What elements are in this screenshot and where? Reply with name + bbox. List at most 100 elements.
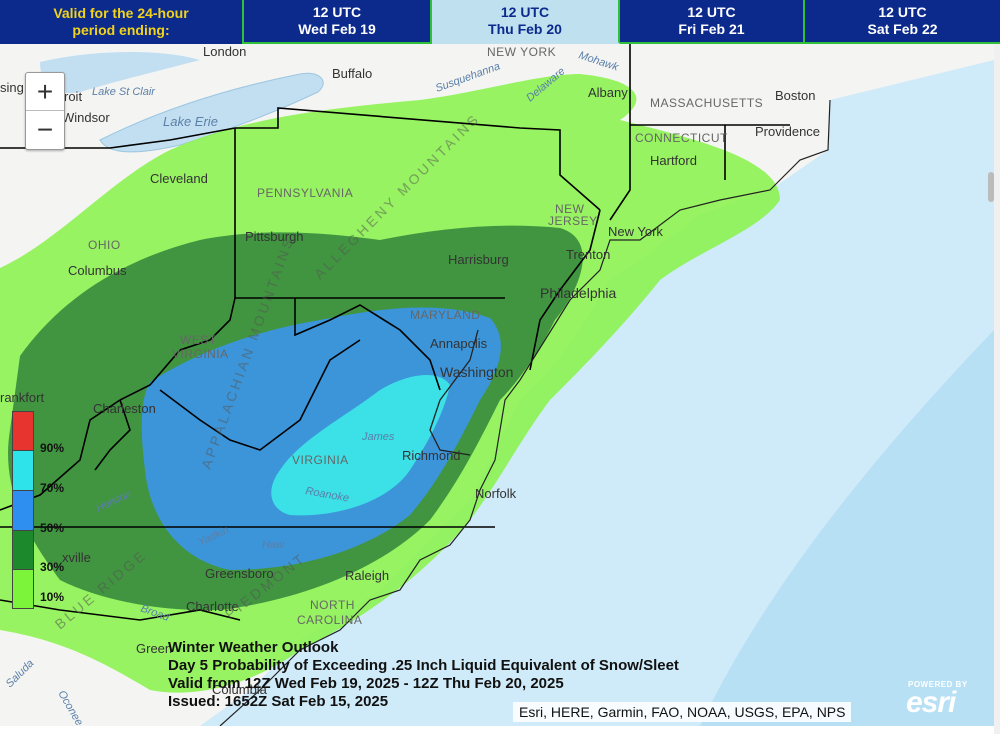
tab-thu-feb-20[interactable]: 12 UTC Thu Feb 20 bbox=[432, 0, 620, 44]
outlook-title: Winter Weather Outlook bbox=[168, 639, 339, 656]
ny-east-border bbox=[609, 44, 631, 221]
nj-border bbox=[529, 209, 601, 371]
period-label: Valid for the 24-hour period ending: bbox=[0, 0, 244, 44]
period-tab-bar: Valid for the 24-hour period ending: 12 … bbox=[0, 0, 1000, 44]
label-north-carolina-1: NORTH bbox=[310, 598, 355, 612]
label-providence: Providence bbox=[755, 124, 820, 139]
label-philadelphia: Philadelphia bbox=[540, 285, 616, 301]
deep-ocean bbox=[700, 330, 994, 726]
page-scrollbar[interactable] bbox=[994, 44, 1000, 734]
label-frankfort: rankfort bbox=[0, 390, 44, 405]
label-charlotte: Charlotte bbox=[186, 599, 239, 614]
outlook-valid-range: Valid from 12Z Wed Feb 19, 2025 - 12Z Th… bbox=[168, 675, 564, 692]
label-lansing: sing bbox=[0, 80, 24, 95]
label-haw: Haw bbox=[262, 539, 285, 551]
pa-north-border bbox=[235, 107, 601, 211]
tab-date: Sat Feb 22 bbox=[867, 21, 938, 37]
prob-70-area bbox=[271, 374, 450, 516]
outlook-description: Day 5 Probability of Exceeding .25 Inch … bbox=[168, 657, 679, 674]
label-greenville: Green bbox=[136, 641, 172, 656]
legend-tick-10: 10% bbox=[40, 590, 65, 604]
legend-tick-90: 90% bbox=[40, 441, 65, 455]
legend-swatch-30 bbox=[12, 530, 34, 570]
wv-va-tail bbox=[94, 399, 131, 471]
tab-date: Wed Feb 19 bbox=[298, 21, 376, 37]
label-columbia: Columbia bbox=[212, 682, 268, 697]
label-connecticut: CONNECTICUT bbox=[635, 131, 728, 145]
wv-west-border bbox=[119, 297, 236, 401]
label-boston: Boston bbox=[775, 88, 815, 103]
label-albany: Albany bbox=[588, 85, 628, 100]
label-trenton: Trenton bbox=[566, 247, 610, 262]
chesapeake-bay-outline bbox=[429, 329, 479, 456]
label-hartford: Hartford bbox=[650, 153, 697, 168]
period-label-line1: Valid for the 24-hour bbox=[53, 5, 189, 21]
label-new-york-state: NEW YORK bbox=[487, 45, 556, 59]
map-view[interactable]: London Buffalo Albany Boston Providence … bbox=[0, 44, 994, 726]
label-windsor: Windsor bbox=[62, 110, 110, 125]
label-knoxville: xville bbox=[62, 550, 91, 565]
label-london: London bbox=[203, 44, 246, 59]
zoom-out-button[interactable]: − bbox=[36, 113, 54, 145]
label-greensboro: Greensboro bbox=[205, 566, 274, 581]
label-detroit: roit bbox=[64, 89, 82, 104]
label-james: James bbox=[361, 431, 395, 443]
tab-wed-feb-19[interactable]: 12 UTC Wed Feb 19 bbox=[244, 0, 432, 44]
map-canvas[interactable]: London Buffalo Albany Boston Providence … bbox=[0, 44, 994, 726]
label-raleigh: Raleigh bbox=[345, 568, 389, 583]
wv-md-border bbox=[294, 298, 441, 391]
label-virginia: VIRGINIA bbox=[292, 453, 349, 467]
label-harrisburg: Harrisburg bbox=[448, 252, 509, 267]
label-massachusetts: MASSACHUSETTS bbox=[650, 96, 763, 110]
esri-wordmark: esri bbox=[906, 686, 956, 719]
tab-sat-feb-22[interactable]: 12 UTC Sat Feb 22 bbox=[805, 0, 1000, 44]
zoom-control: + − bbox=[25, 72, 65, 150]
label-charleston: Charleston bbox=[93, 401, 156, 416]
va-wv-border bbox=[159, 339, 361, 451]
legend-swatch-10 bbox=[12, 569, 34, 609]
label-pennsylvania: PENNSYLVANIA bbox=[257, 186, 353, 200]
label-annapolis: Annapolis bbox=[430, 336, 488, 351]
label-maryland: MARYLAND bbox=[410, 308, 480, 322]
label-norfolk: Norfolk bbox=[475, 486, 517, 501]
zoom-in-button[interactable]: + bbox=[26, 73, 64, 111]
label-ohio: OHIO bbox=[88, 238, 121, 252]
outlook-issued: Issued: 1652Z Sat Feb 15, 2025 bbox=[168, 693, 389, 710]
esri-logo[interactable]: POWERED BY esri bbox=[904, 680, 984, 720]
label-lake-erie: Lake Erie bbox=[163, 114, 218, 129]
label-new-york: New York bbox=[608, 224, 663, 239]
legend-tick-30: 30% bbox=[40, 560, 65, 574]
label-columbus: Columbus bbox=[68, 263, 127, 278]
label-new-jersey-2: JERSEY bbox=[548, 214, 598, 228]
legend-swatch-70 bbox=[12, 450, 34, 491]
scroll-thumb[interactable] bbox=[988, 172, 994, 202]
label-north-carolina-2: CAROLINA bbox=[297, 613, 362, 627]
label-pittsburgh: Pittsburgh bbox=[245, 229, 304, 244]
tab-time: 12 UTC bbox=[500, 4, 550, 20]
label-west-virginia-2: VIRGINIA bbox=[172, 347, 229, 361]
tab-date: Fri Feb 21 bbox=[678, 21, 745, 37]
esri-powered-by: POWERED BY bbox=[908, 680, 968, 689]
map-attribution: Esri, HERE, Garmin, FAO, NOAA, USGS, EPA… bbox=[513, 702, 852, 722]
label-new-jersey-1: NEW bbox=[555, 202, 585, 216]
label-west-virginia-1: WEST bbox=[180, 333, 217, 347]
lake-st-clair bbox=[40, 51, 200, 94]
label-buffalo: Buffalo bbox=[332, 66, 372, 81]
coastline bbox=[219, 99, 831, 726]
legend-tick-70: 70% bbox=[40, 481, 65, 495]
outlook-info: Winter Weather Outlook Day 5 Probability… bbox=[168, 639, 679, 711]
period-label-line2: period ending: bbox=[72, 22, 170, 38]
tab-date: Thu Feb 20 bbox=[488, 21, 562, 37]
legend-tick-50: 50% bbox=[40, 521, 65, 535]
label-lake-st-clair: Lake St Clair bbox=[92, 86, 156, 98]
lake-erie bbox=[99, 72, 324, 153]
legend-swatch-90 bbox=[12, 411, 34, 451]
label-cleveland: Cleveland bbox=[150, 171, 208, 186]
nc-sc-border bbox=[0, 599, 241, 621]
label-washington: Washington bbox=[440, 364, 513, 380]
tab-time: 12 UTC bbox=[878, 4, 927, 20]
tab-time: 12 UTC bbox=[687, 4, 736, 20]
tab-fri-feb-21[interactable]: 12 UTC Fri Feb 21 bbox=[620, 0, 805, 44]
legend-swatch-50 bbox=[12, 490, 34, 531]
label-richmond: Richmond bbox=[402, 448, 461, 463]
